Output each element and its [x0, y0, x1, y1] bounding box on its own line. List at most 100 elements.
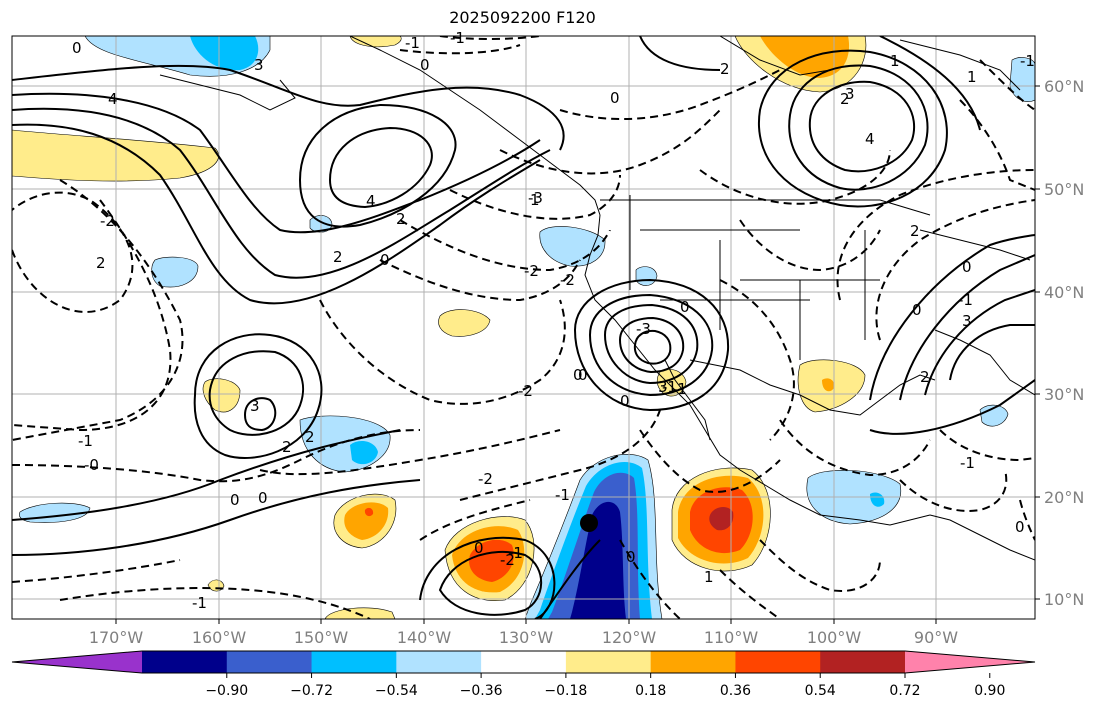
- contour-label: 0: [1015, 518, 1025, 536]
- contour-label: -0: [84, 456, 99, 474]
- contour-label: -2: [524, 262, 539, 280]
- latitude-labels: 60°N 50°N 40°N 30°N 20°N 10°N: [1044, 77, 1084, 609]
- alaska-west-coastline: [159, 74, 296, 111]
- colorbar-outline: [11, 650, 1036, 674]
- contour-label: 0: [912, 301, 922, 319]
- contour-label: 3: [962, 312, 972, 330]
- lon-ticks: [115, 619, 937, 624]
- contour-label: 0: [72, 39, 82, 57]
- yellow-shade-region: [202, 378, 241, 413]
- contour-label: -1: [960, 454, 975, 472]
- orange-shade-region: [344, 502, 389, 540]
- colorbar-tick-label: 0.18: [635, 683, 666, 699]
- orange-shade-region: [760, 36, 850, 78]
- west-coast-mexico: [584, 214, 931, 526]
- blue-shade-region: [635, 266, 658, 286]
- lon-label: 150°W: [294, 628, 349, 647]
- lon-label: 130°W: [499, 628, 554, 647]
- contour-label: 3: [845, 85, 855, 103]
- yellow-shade-region: [12, 129, 219, 182]
- colorbar-tick-label: 0.36: [720, 683, 751, 699]
- contour-label: 2: [720, 60, 730, 78]
- contour-label: -2: [500, 551, 515, 569]
- darkred-shade-region: [709, 506, 734, 531]
- contour-label: -1: [662, 378, 677, 396]
- longitude-labels: 170°W 160°W 150°W 140°W 130°W 120°W 110°…: [89, 628, 958, 647]
- contour-label: 0: [474, 539, 484, 557]
- colorbar-swatch: [311, 651, 397, 673]
- contour-label: -1: [192, 594, 207, 612]
- solid-contours: [12, 36, 1035, 619]
- darkblue-shade-region: [570, 501, 626, 619]
- contour-label: -1: [958, 291, 973, 309]
- contour-label: 1: [704, 568, 714, 586]
- storm-center-marker: [580, 514, 598, 532]
- contour-label: -1: [508, 544, 523, 562]
- contour-label: -1: [555, 486, 570, 504]
- contour-label: 4: [108, 90, 118, 108]
- baja-california: [664, 359, 711, 441]
- contour-label: -1: [450, 29, 465, 47]
- blue-shade-region: [870, 492, 885, 507]
- lat-label: 50°N: [1044, 180, 1084, 199]
- colorbar-extend-high: [905, 651, 1035, 673]
- contour-label: 0: [610, 89, 620, 107]
- coastlines: [159, 36, 1035, 561]
- colorbar-swatch: [650, 651, 736, 673]
- contour-label: -1: [78, 432, 93, 450]
- colorbar-swatch: [820, 651, 906, 673]
- shaded-field: [12, 36, 1035, 619]
- colorbar-tick-label: 0.54: [805, 683, 836, 699]
- contour-label: 4: [865, 130, 875, 148]
- colorbar-tick-label: −0.72: [290, 683, 333, 699]
- contour-label: 0: [626, 548, 636, 566]
- contour-label: 0: [230, 491, 240, 509]
- lat-label: 20°N: [1044, 488, 1084, 507]
- contour-label: 3: [254, 56, 264, 74]
- contour-label: 2: [305, 428, 315, 446]
- contour-label: -1: [1020, 52, 1035, 70]
- lat-label: 10°N: [1044, 590, 1084, 609]
- colorbar-tick-label: 0.90: [974, 683, 1005, 699]
- contour-label: -2: [100, 212, 115, 230]
- contour-label: 0: [680, 298, 690, 316]
- us-mexico-border: [689, 359, 936, 416]
- colorbar-swatch: [735, 651, 821, 673]
- contour-label: 1: [890, 52, 900, 70]
- lon-label: 100°W: [807, 628, 862, 647]
- colorbar-swatch: [565, 651, 652, 673]
- lon-label: 90°W: [914, 628, 958, 647]
- dashed-contours: [12, 36, 1035, 619]
- orange-shade-region: [822, 378, 835, 392]
- colorbar: −0.90 −0.72 −0.54 −0.36 −0.18 0.18 0.36 0.54 0.7…: [11, 650, 1036, 699]
- contour-label: 0: [420, 56, 430, 74]
- contour-label: -1: [405, 34, 420, 52]
- colorbar-tick-label: −0.18: [544, 683, 587, 699]
- state-borders: [629, 195, 880, 360]
- contour-label: 0: [380, 251, 390, 269]
- colorbar-swatch: [396, 651, 482, 673]
- contour-label: -3: [528, 189, 543, 207]
- contour-label: -2: [518, 382, 533, 400]
- lat-label: 40°N: [1044, 283, 1084, 302]
- lon-label: 160°W: [192, 628, 247, 647]
- contour-label: 3: [250, 397, 260, 415]
- colorbar-swatch: [481, 651, 567, 673]
- contour-labels: 0 -1 0 0 -1 4 3 4 3 1 1 0 2 2 4 2 0 2 2 …: [72, 29, 1035, 612]
- contour-label: 2: [333, 248, 343, 266]
- yellow-shade-region: [438, 309, 491, 337]
- lon-label: 170°W: [89, 628, 144, 647]
- us-canada-border: [600, 199, 931, 216]
- contour-label: 0: [573, 366, 583, 384]
- lon-label: 120°W: [602, 628, 657, 647]
- contour-label: 0: [620, 392, 630, 410]
- contour-label: 2: [840, 90, 850, 108]
- contour-label: 0: [962, 258, 972, 276]
- contour-label: -1: [672, 380, 687, 398]
- map-title: 2025092200 F120: [449, 8, 596, 27]
- plot-frame: [11, 35, 1036, 620]
- yellow-shade-region: [324, 607, 396, 619]
- central-america-coast: [929, 514, 1035, 561]
- contour-label: 2: [920, 368, 930, 386]
